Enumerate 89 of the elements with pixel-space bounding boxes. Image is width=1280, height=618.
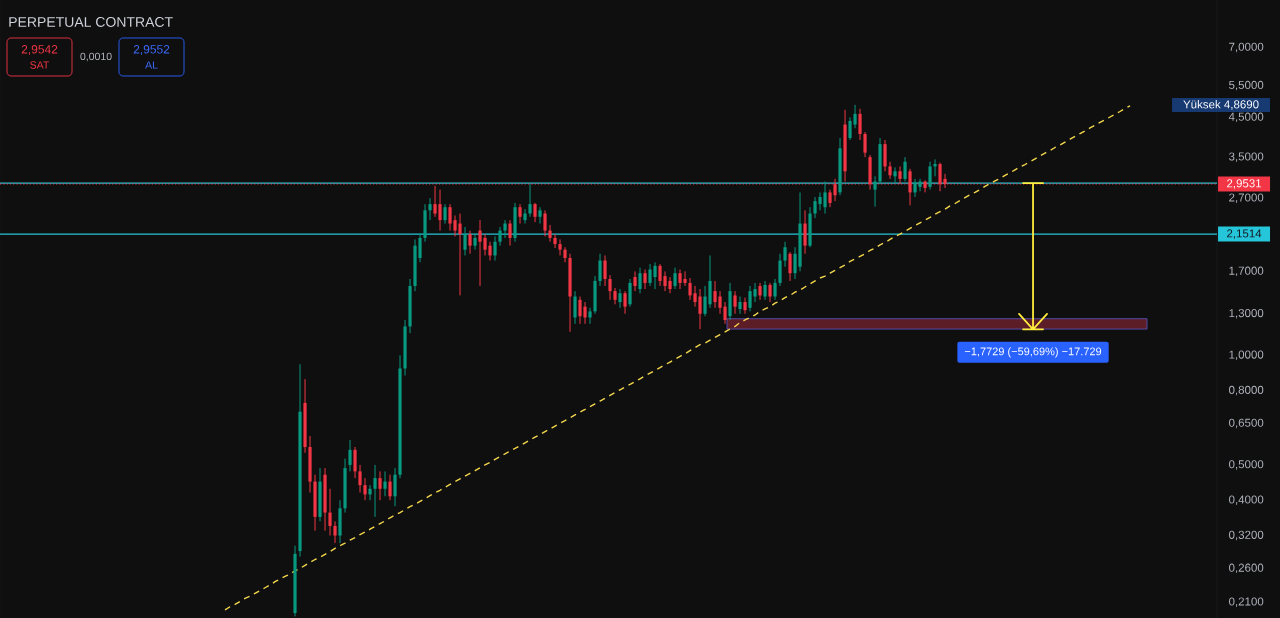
candlestick (373, 464, 377, 518)
text: Yüksek 4,8690 (1183, 99, 1259, 110)
candlestick (618, 288, 622, 309)
candlestick (643, 269, 647, 290)
candlestick (608, 274, 612, 301)
candlestick (858, 108, 862, 141)
candlestick (888, 161, 892, 180)
candlestick (503, 219, 507, 239)
candlestick (538, 206, 542, 225)
candlestick (518, 203, 522, 225)
y-tick-label: 0,3200 (1229, 530, 1264, 541)
candlestick (673, 267, 677, 290)
candlestick (493, 235, 497, 262)
candlestick (533, 202, 537, 223)
y-tick-label: 7,0000 (1229, 42, 1264, 53)
candlestick (368, 484, 372, 501)
candlestick (463, 226, 467, 256)
candlestick (328, 488, 332, 537)
y-tick-label: 2,7000 (1229, 193, 1264, 203)
candlestick (788, 251, 792, 282)
text: AL (145, 61, 158, 69)
candlestick (623, 290, 627, 315)
candlestick (588, 307, 592, 325)
text: 2,9552 (133, 45, 170, 55)
candlestick (468, 230, 472, 255)
candlestick (638, 267, 642, 294)
candlestick (428, 197, 432, 221)
candlestick (498, 226, 502, 247)
candlestick (528, 183, 532, 218)
ref-line-label: 2,9531 (1227, 179, 1262, 189)
y-tick-label: 0,8000 (1229, 385, 1264, 396)
candlestick (633, 270, 637, 292)
y-tick-label: 0,2600 (1229, 563, 1264, 574)
candlestick (383, 470, 387, 497)
y-tick-label: 3,5000 (1229, 152, 1264, 162)
candlestick (598, 253, 602, 287)
candlestick (903, 156, 907, 182)
candlestick (933, 158, 937, 177)
candlestick (803, 209, 807, 255)
candlestick (363, 477, 367, 501)
candlestick (388, 474, 392, 501)
candlestick (763, 280, 767, 301)
candlestick (473, 233, 477, 251)
candlestick (773, 278, 777, 301)
candlestick (783, 241, 787, 268)
text: 2,9542 (21, 45, 58, 55)
candlestick (628, 278, 632, 308)
candlestick (563, 246, 567, 263)
annotation: −1,7729 (−59,69%) −17.729 (964, 347, 1102, 358)
candlestick (743, 297, 747, 315)
candlestick (873, 175, 877, 208)
candlestick (548, 224, 552, 243)
ref-line-label: 2,1514 (1227, 229, 1262, 239)
candlestick (738, 296, 742, 315)
candlestick (893, 166, 897, 184)
candlestick (553, 233, 557, 249)
text: SAT (30, 61, 50, 69)
y-tick-label: 1,0000 (1229, 350, 1264, 361)
y-tick-label: 0,6500 (1229, 418, 1264, 429)
text: PERPETUAL CONTRACT (9, 17, 173, 27)
candlestick (733, 290, 737, 315)
y-tick-label: 0,2100 (1229, 597, 1264, 607)
candlestick (768, 282, 772, 303)
text: 0,0010 (80, 52, 112, 62)
candlestick (333, 520, 337, 544)
candlestick (863, 131, 867, 158)
candlestick (603, 254, 607, 287)
y-tick-label: 1,7000 (1229, 266, 1264, 277)
candlestick (523, 208, 527, 225)
candlestick (928, 161, 932, 191)
y-tick-label: 0,5000 (1229, 460, 1264, 470)
candlestick (758, 282, 762, 301)
y-tick-label: 4,5000 (1228, 112, 1264, 123)
candlestick (378, 470, 382, 501)
line-series (224, 105, 1131, 611)
candlestick (353, 446, 357, 479)
candlestick (508, 219, 512, 247)
candlestick (358, 464, 362, 494)
y-tick-label: 0,4000 (1229, 495, 1264, 505)
candlestick (883, 139, 887, 172)
y-tick-label: 5,5000 (1229, 80, 1264, 91)
candlestick (778, 253, 782, 287)
candlestick (393, 467, 397, 507)
candlestick (348, 439, 352, 472)
y-tick-label: 1,3000 (1229, 309, 1264, 319)
candlestick (573, 290, 577, 325)
candlestick (443, 203, 447, 225)
candlestick (558, 238, 562, 256)
candlestick (543, 209, 547, 237)
